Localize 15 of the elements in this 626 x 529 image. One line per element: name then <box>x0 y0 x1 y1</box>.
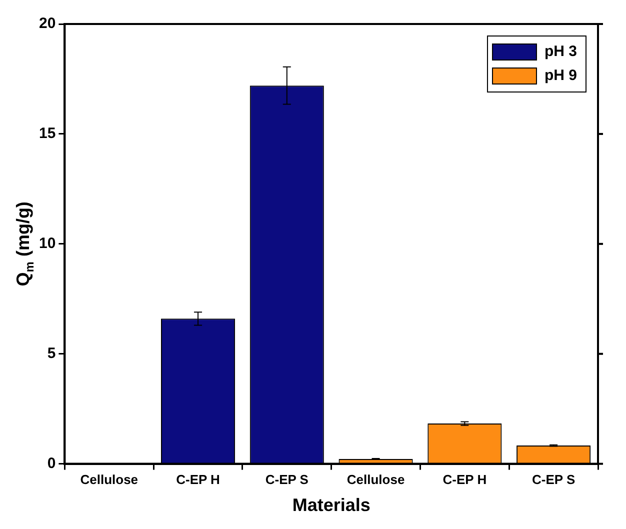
y-tick-label: 10 <box>38 235 56 252</box>
y-tick-label: 20 <box>38 15 56 32</box>
x-tick-label: C-EP H <box>176 472 220 488</box>
x-tick-label: Cellulose <box>80 472 138 488</box>
legend-label: pH 9 <box>544 67 578 84</box>
x-axis-title: Materials <box>292 495 370 516</box>
x-tick-label: C-EP S <box>265 472 309 488</box>
x-tick-label: Cellulose <box>346 472 405 488</box>
y-axis-title: Qm (mg/g) <box>12 202 37 286</box>
y-tick-label: 5 <box>47 344 56 362</box>
y-tick-label: 15 <box>38 125 56 142</box>
y-tick-label: 0 <box>47 454 56 472</box>
legend-label: pH 3 <box>544 43 578 60</box>
x-tick-label: C-EP S <box>532 472 576 488</box>
x-tick-label: C-EP H <box>442 472 487 488</box>
